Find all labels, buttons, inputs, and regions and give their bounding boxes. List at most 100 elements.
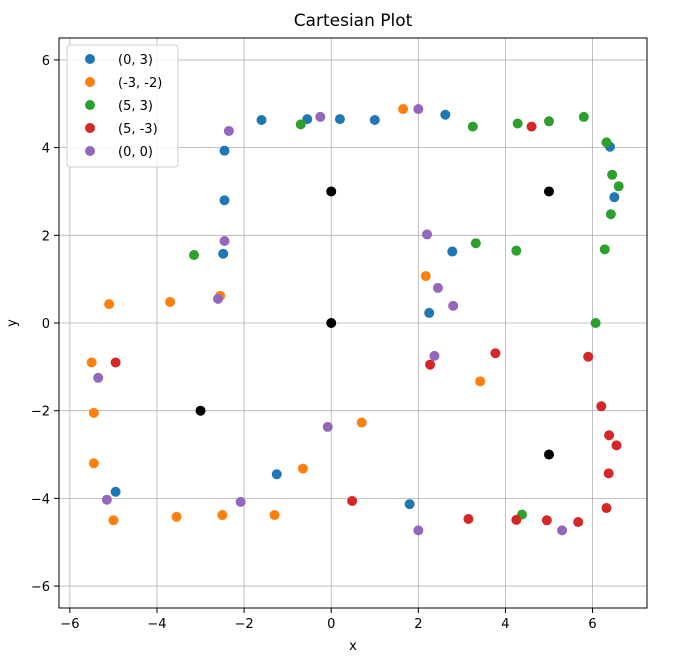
x-tick-label: 0: [327, 617, 335, 632]
scatter-point: [490, 348, 501, 359]
x-tick-label: −4: [147, 617, 166, 632]
scatter-point: [189, 250, 200, 261]
scatter-point: [601, 137, 612, 148]
scatter-point: [88, 458, 99, 469]
legend-label: (5, -3): [118, 122, 158, 137]
scatter-point: [599, 244, 610, 255]
legend: (0, 3) (-3, -2) (5, 3) (5, -3) (0, 0): [66, 44, 179, 168]
chart-title: Cartesian Plot: [294, 11, 413, 31]
scatter-point: [590, 318, 601, 328]
scatter-point: [605, 209, 616, 220]
scatter-point: [432, 282, 443, 293]
scatter-point: [425, 359, 436, 370]
scatter-point: [511, 514, 522, 525]
center-point: [195, 405, 206, 416]
scatter-point: [601, 503, 612, 514]
scatter-point: [440, 109, 451, 120]
scatter-point: [334, 114, 345, 125]
scatter-point: [110, 357, 121, 368]
y-axis-label: y: [5, 319, 20, 327]
scatter-point: [447, 246, 458, 257]
scatter-point: [86, 357, 97, 368]
y-tick-label: 4: [42, 142, 50, 157]
scatter-point: [369, 114, 380, 125]
scatter-point: [219, 236, 230, 247]
scatter-point: [470, 238, 481, 249]
scatter-point: [93, 372, 104, 383]
scatter-point: [526, 121, 537, 132]
scatter-point: [429, 350, 440, 361]
scatter-point: [422, 229, 433, 240]
y-tick-label: 2: [42, 229, 50, 244]
scatter-point: [356, 417, 367, 428]
legend-marker: [85, 100, 95, 110]
scatter-point: [104, 299, 115, 310]
scatter-point: [219, 145, 230, 156]
scatter-point: [235, 496, 246, 507]
scatter-point: [223, 125, 234, 136]
scatter-point: [295, 119, 306, 130]
grid-lines: [59, 38, 647, 608]
x-tick-label: 4: [501, 617, 509, 632]
y-tick-label: −2: [31, 405, 50, 420]
scatter-point: [404, 499, 415, 510]
x-tick-label: −2: [235, 617, 254, 632]
legend-label: (0, 0): [118, 145, 153, 160]
scatter-point: [218, 248, 229, 259]
center-point: [544, 449, 554, 460]
scatter-point: [541, 515, 552, 526]
legend-label: (0, 3): [118, 53, 153, 68]
scatter-point: [256, 114, 267, 125]
scatter-point: [110, 486, 121, 497]
scatter-point: [596, 401, 607, 412]
scatter-point: [603, 468, 614, 479]
scatter-point: [219, 195, 230, 206]
scatter-point: [607, 169, 618, 180]
legend-marker: [85, 146, 95, 156]
y-tick-label: 0: [42, 317, 50, 332]
scatter-point: [583, 351, 594, 362]
scatter-point: [322, 421, 333, 432]
data-points: [86, 104, 624, 536]
scatter-point: [413, 525, 424, 536]
scatter-point: [467, 121, 478, 132]
scatter-point: [217, 510, 228, 521]
legend-label: (5, 3): [118, 99, 153, 114]
scatter-point: [475, 376, 486, 387]
legend-label: (-3, -2): [118, 76, 162, 91]
scatter-point: [613, 181, 624, 192]
scatter-point: [578, 111, 589, 122]
scatter-point: [315, 111, 326, 122]
legend-marker: [85, 77, 95, 87]
scatter-point: [297, 463, 308, 474]
scatter-point: [463, 513, 474, 524]
scatter-point: [413, 104, 424, 115]
center-point: [544, 186, 554, 197]
scatter-point: [604, 430, 615, 441]
legend-box: [66, 44, 179, 168]
center-point: [326, 318, 337, 328]
scatter-point: [511, 245, 522, 256]
center-point: [326, 186, 337, 197]
scatter-point: [398, 104, 409, 115]
scatter-point: [424, 307, 435, 318]
scatter-point: [88, 407, 99, 418]
scatter-point: [512, 118, 523, 129]
scatter-point: [108, 515, 119, 526]
y-tick-label: 6: [42, 54, 50, 69]
y-tick-label: −4: [31, 492, 50, 507]
scatter-point: [420, 271, 431, 282]
scatter-point: [611, 440, 622, 451]
y-tick-label: −6: [31, 580, 50, 595]
legend-marker: [85, 123, 95, 133]
scatter-point: [165, 296, 176, 307]
legend-marker: [85, 54, 95, 64]
x-axis-label: x: [349, 639, 357, 654]
scatter-point: [448, 300, 459, 311]
scatter-point: [544, 116, 554, 127]
scatter-point: [271, 469, 282, 480]
plot-area-frame: [58, 37, 648, 609]
x-tick-label: 6: [588, 617, 596, 632]
scatter-point: [212, 293, 223, 304]
